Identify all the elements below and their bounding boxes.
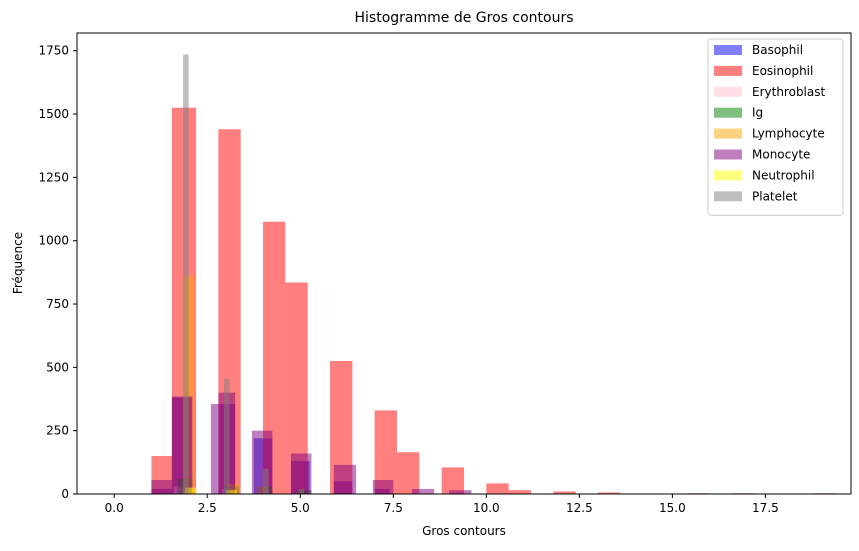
x-tick-label: 12.5 [566, 501, 593, 515]
bar-eosinophil-3 [263, 221, 286, 494]
bar-monocyte-5 [333, 464, 357, 494]
y-tick-label: 250 [46, 424, 69, 438]
legend-label-monocyte: Monocyte [752, 148, 810, 162]
x-tick-label: 0.0 [105, 501, 124, 515]
x-tick-label: 15.0 [659, 501, 686, 515]
x-axis-ticks: 0.0 2.5 5.0 7.5 10.0 12.5 15.0 17.5 [105, 494, 779, 515]
x-tick-label: 10.0 [473, 501, 500, 515]
legend-swatch-monocyte [714, 149, 742, 160]
x-tick-label: 7.5 [384, 501, 403, 515]
legend-label-platelet: Platelet [752, 189, 798, 203]
legend-label-basophil: Basophil [752, 43, 803, 57]
bar-monocyte-7 [411, 488, 435, 494]
bar-eosinophil-4 [285, 282, 308, 494]
legend-label-erythroblast: Erythroblast [752, 85, 825, 99]
bar-monocyte-1 [171, 396, 193, 494]
bar-monocyte-3 [251, 430, 273, 494]
legend-swatch-erythroblast [714, 86, 742, 97]
plot-frame [76, 32, 852, 495]
bar-monocyte-6 [372, 480, 394, 494]
bar-eosinophil-10 [508, 490, 531, 494]
y-tick-label: 1000 [38, 234, 69, 248]
legend-swatch-eosinophil [714, 65, 742, 76]
bar-platelet-1 [223, 378, 230, 494]
bar-eosinophil-12 [597, 492, 621, 494]
x-tick-label: 17.5 [752, 501, 779, 515]
bar-neutrophil-0 [184, 487, 197, 494]
series-neutrophil [184, 487, 238, 494]
bar-eosinophil-7 [397, 452, 420, 494]
bar-eosinophil-2 [218, 129, 241, 494]
chart-title: Histogramme de Gros contours [355, 10, 574, 26]
bar-monocyte-0 [151, 480, 172, 494]
x-axis-label: Gros contours [422, 524, 506, 538]
legend: Basophil Eosinophil Erythroblast Ig Lymphocy… [707, 38, 844, 216]
legend-swatch-ig [714, 107, 742, 118]
bar-platelet-3 [298, 488, 304, 494]
legend-swatch-neutrophil [714, 170, 742, 181]
y-axis-label: Fréquence [11, 232, 25, 294]
y-tick-label: 0 [61, 487, 69, 501]
bar-platelet-2 [263, 468, 269, 494]
legend-label-lymphocyte: Lymphocyte [752, 127, 825, 141]
bar-monocyte-8 [449, 490, 472, 494]
bar-eosinophil-6 [374, 410, 398, 494]
bar-eosinophil-8 [441, 467, 464, 494]
legend-swatch-lymphocyte [714, 128, 742, 139]
bar-eosinophil-5 [330, 361, 353, 494]
y-axis-ticks: 0 250 500 750 1000 1250 1500 1750 [38, 44, 77, 501]
y-tick-label: 750 [46, 297, 69, 311]
bar-neutrophil-1 [225, 490, 238, 494]
legend-label-eosinophil: Eosinophil [752, 64, 813, 78]
bar-monocyte-2 [210, 404, 236, 494]
y-tick-label: 500 [46, 360, 69, 374]
series-platelet [183, 54, 304, 495]
x-tick-label: 5.0 [291, 501, 310, 515]
y-tick-label: 1250 [38, 170, 69, 184]
legend-swatch-basophil [714, 45, 742, 55]
bars-group [151, 54, 837, 495]
bar-eosinophil-9 [486, 483, 509, 494]
legend-swatch-platelet [714, 191, 742, 202]
legend-label-ig: Ig [752, 106, 763, 120]
y-tick-label: 1500 [38, 107, 69, 121]
x-tick-label: 2.5 [198, 501, 217, 515]
y-tick-label: 1750 [38, 44, 69, 58]
bar-platelet-0 [183, 54, 189, 495]
legend-label-neutrophil: Neutrophil [752, 168, 815, 182]
bar-eosinophil-11 [553, 491, 576, 494]
bar-monocyte-4 [290, 453, 312, 494]
